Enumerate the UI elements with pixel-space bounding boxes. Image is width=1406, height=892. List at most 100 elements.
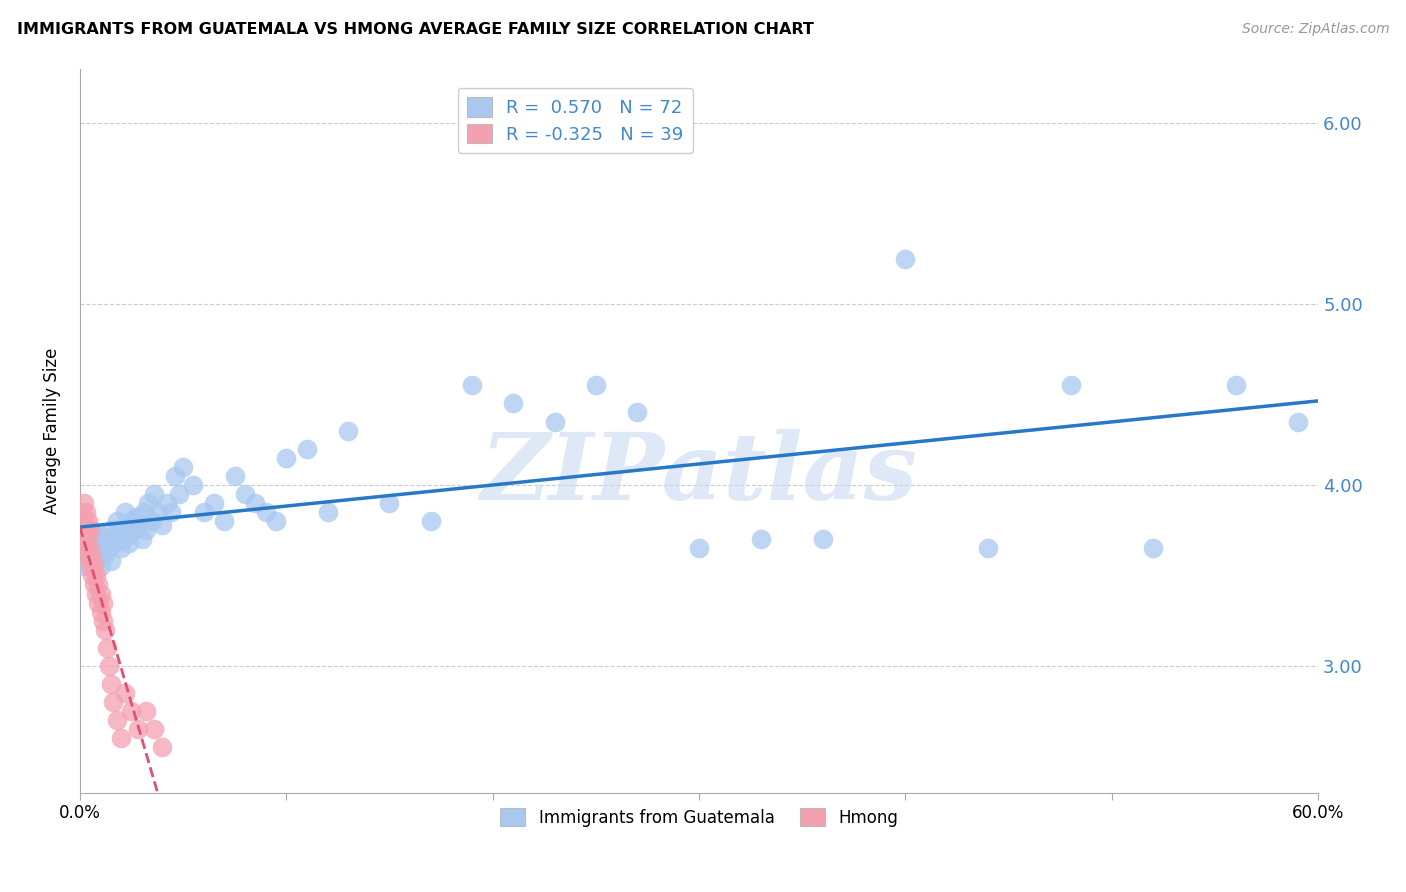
- Point: [96, 532, 118, 546]
- Point: [127, 517, 149, 532]
- Point: [155, 496, 177, 510]
- Point: [688, 541, 710, 556]
- Point: [93, 547, 115, 561]
- Point: [626, 405, 648, 419]
- Point: [1059, 378, 1081, 392]
- Point: [1286, 415, 1309, 429]
- Point: [89, 586, 111, 600]
- Point: [70, 505, 93, 519]
- Point: [77, 541, 100, 556]
- Text: IMMIGRANTS FROM GUATEMALA VS HMONG AVERAGE FAMILY SIZE CORRELATION CHART: IMMIGRANTS FROM GUATEMALA VS HMONG AVERA…: [17, 22, 814, 37]
- Point: [89, 605, 111, 619]
- Point: [91, 596, 114, 610]
- Point: [135, 523, 157, 537]
- Point: [75, 532, 97, 546]
- Point: [82, 550, 104, 565]
- Point: [148, 505, 170, 519]
- Point: [101, 695, 124, 709]
- Point: [86, 532, 108, 546]
- Point: [143, 723, 166, 737]
- Point: [79, 541, 101, 556]
- Point: [108, 523, 131, 537]
- Point: [135, 704, 157, 718]
- Point: [91, 614, 114, 628]
- Point: [100, 554, 122, 568]
- Point: [264, 514, 287, 528]
- Point: [502, 396, 524, 410]
- Point: [132, 505, 155, 519]
- Point: [977, 541, 1000, 556]
- Point: [1142, 541, 1164, 556]
- Text: ZIPatlas: ZIPatlas: [481, 429, 918, 519]
- Point: [202, 496, 225, 510]
- Point: [114, 505, 136, 519]
- Point: [73, 496, 96, 510]
- Y-axis label: Average Family Size: Average Family Size: [44, 347, 60, 514]
- Point: [87, 541, 110, 556]
- Point: [79, 559, 101, 574]
- Point: [104, 536, 127, 550]
- Point: [233, 487, 256, 501]
- Point: [75, 541, 97, 556]
- Point: [87, 596, 110, 610]
- Point: [585, 378, 607, 392]
- Point: [77, 550, 100, 565]
- Point: [117, 528, 139, 542]
- Point: [295, 442, 318, 456]
- Point: [86, 586, 108, 600]
- Text: Source: ZipAtlas.com: Source: ZipAtlas.com: [1241, 22, 1389, 37]
- Point: [749, 532, 772, 546]
- Point: [172, 459, 194, 474]
- Point: [101, 528, 124, 542]
- Point: [276, 450, 298, 465]
- Point: [193, 505, 215, 519]
- Point: [105, 713, 128, 727]
- Point: [83, 559, 105, 574]
- Point: [811, 532, 834, 546]
- Point: [82, 523, 104, 537]
- Point: [77, 514, 100, 528]
- Point: [105, 514, 128, 528]
- Point: [83, 577, 105, 591]
- Point: [97, 659, 120, 673]
- Point: [83, 550, 105, 565]
- Point: [152, 740, 174, 755]
- Point: [136, 496, 159, 510]
- Point: [93, 623, 115, 637]
- Point: [183, 478, 205, 492]
- Point: [121, 704, 143, 718]
- Point: [70, 523, 93, 537]
- Point: [100, 677, 122, 691]
- Point: [91, 536, 114, 550]
- Point: [73, 532, 96, 546]
- Point: [114, 686, 136, 700]
- Point: [89, 528, 111, 542]
- Point: [79, 523, 101, 537]
- Point: [73, 559, 96, 574]
- Point: [112, 532, 135, 546]
- Point: [337, 424, 360, 438]
- Point: [224, 468, 246, 483]
- Point: [316, 505, 339, 519]
- Point: [143, 487, 166, 501]
- Point: [378, 496, 401, 510]
- Point: [1225, 378, 1247, 392]
- Point: [127, 723, 149, 737]
- Point: [97, 541, 120, 556]
- Point: [100, 523, 122, 537]
- Point: [75, 523, 97, 537]
- Point: [141, 514, 163, 528]
- Point: [121, 514, 143, 528]
- Point: [118, 536, 141, 550]
- Point: [89, 559, 111, 574]
- Point: [245, 496, 267, 510]
- Point: [87, 577, 110, 591]
- Point: [96, 640, 118, 655]
- Point: [110, 541, 132, 556]
- Point: [419, 514, 441, 528]
- Point: [114, 523, 136, 537]
- Point: [894, 252, 917, 266]
- Point: [124, 510, 146, 524]
- Point: [254, 505, 277, 519]
- Point: [75, 505, 97, 519]
